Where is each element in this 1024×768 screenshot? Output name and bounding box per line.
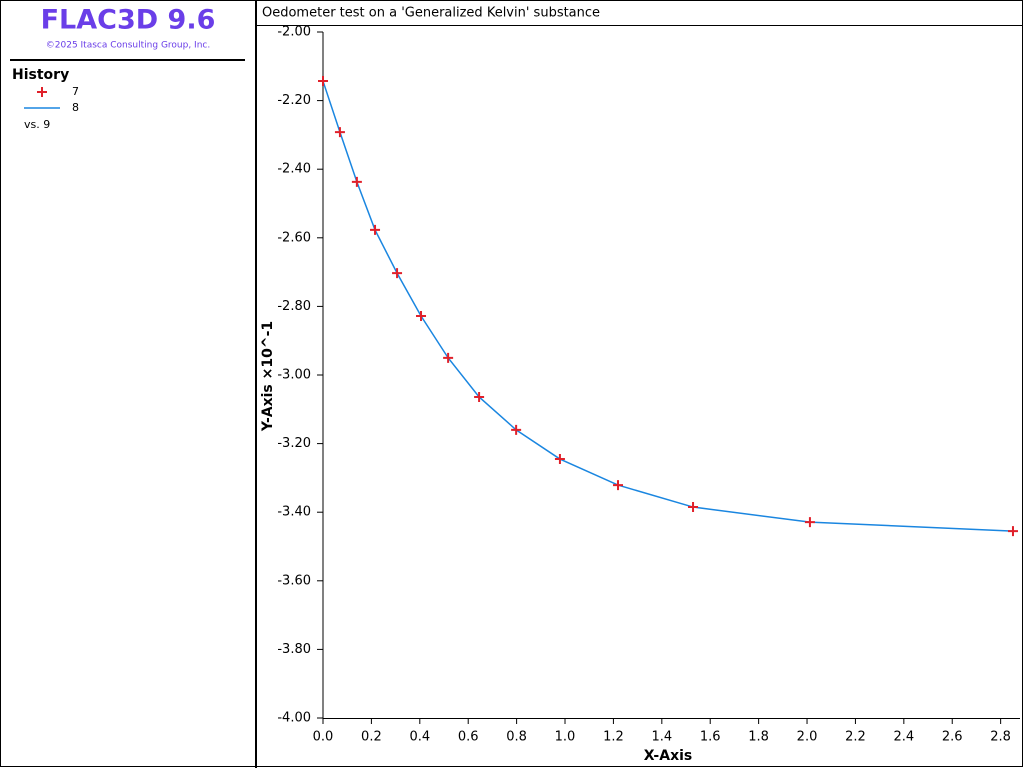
data-point	[474, 391, 485, 402]
data-point	[804, 517, 815, 528]
x-tick-label: 2.0	[797, 730, 818, 745]
y-tick-label: -3.20	[277, 436, 311, 451]
x-tick-label: 0.2	[361, 730, 382, 745]
data-point	[1007, 526, 1018, 537]
legend-note: vs. 9	[24, 118, 50, 131]
legend-label: 7	[72, 85, 79, 98]
app-title: FLAC3D 9.6	[41, 5, 216, 36]
legend-label: 8	[72, 101, 79, 114]
data-point	[443, 352, 454, 363]
x-tick-label: 1.2	[603, 730, 624, 745]
x-tick-label: 2.6	[942, 730, 963, 745]
legend-title: History	[12, 67, 69, 83]
copyright: ©2025 Itasca Consulting Group, Inc.	[46, 41, 210, 51]
x-tick-label: 0.4	[409, 730, 430, 745]
x-tick-label: 1.6	[700, 730, 721, 745]
data-point	[318, 76, 328, 87]
y-axis-label: Y-Axis ×10^-1	[260, 321, 276, 432]
y-tick-label: -2.40	[277, 162, 311, 177]
data-point	[416, 311, 427, 322]
data-point	[511, 424, 522, 435]
data-point	[554, 454, 565, 465]
y-tick-label: -4.00	[277, 711, 311, 726]
data-point	[688, 502, 699, 513]
data-point	[370, 224, 381, 235]
data-point	[392, 268, 403, 279]
x-tick-label: 0.8	[506, 730, 527, 745]
y-tick-label: -2.00	[277, 25, 311, 40]
data-point	[351, 176, 362, 187]
x-tick-label: 2.2	[845, 730, 866, 745]
x-tick-label: 0.0	[313, 730, 334, 745]
x-tick-label: 1.8	[748, 730, 769, 745]
x-tick-label: 1.4	[651, 730, 672, 745]
y-tick-label: -3.80	[277, 642, 311, 657]
y-tick-label: -2.60	[277, 230, 311, 245]
x-tick-label: 0.6	[458, 730, 479, 745]
data-line	[322, 80, 1014, 532]
y-tick-label: -2.80	[277, 299, 311, 314]
chart-title: Oedometer test on a 'Generalized Kelvin'…	[262, 6, 600, 21]
x-tick-label: 2.8	[990, 730, 1011, 745]
legend-marker	[37, 87, 47, 97]
y-tick-label: -2.20	[277, 93, 311, 108]
data-point	[334, 127, 345, 138]
x-axis-label: X-Axis	[644, 748, 692, 764]
y-tick-label: -3.60	[277, 573, 311, 588]
y-tick-label: -3.40	[277, 505, 311, 520]
x-tick-label: 2.4	[893, 730, 914, 745]
x-tick-label: 1.0	[555, 730, 576, 745]
data-point	[613, 480, 624, 491]
y-tick-label: -3.00	[277, 368, 311, 383]
